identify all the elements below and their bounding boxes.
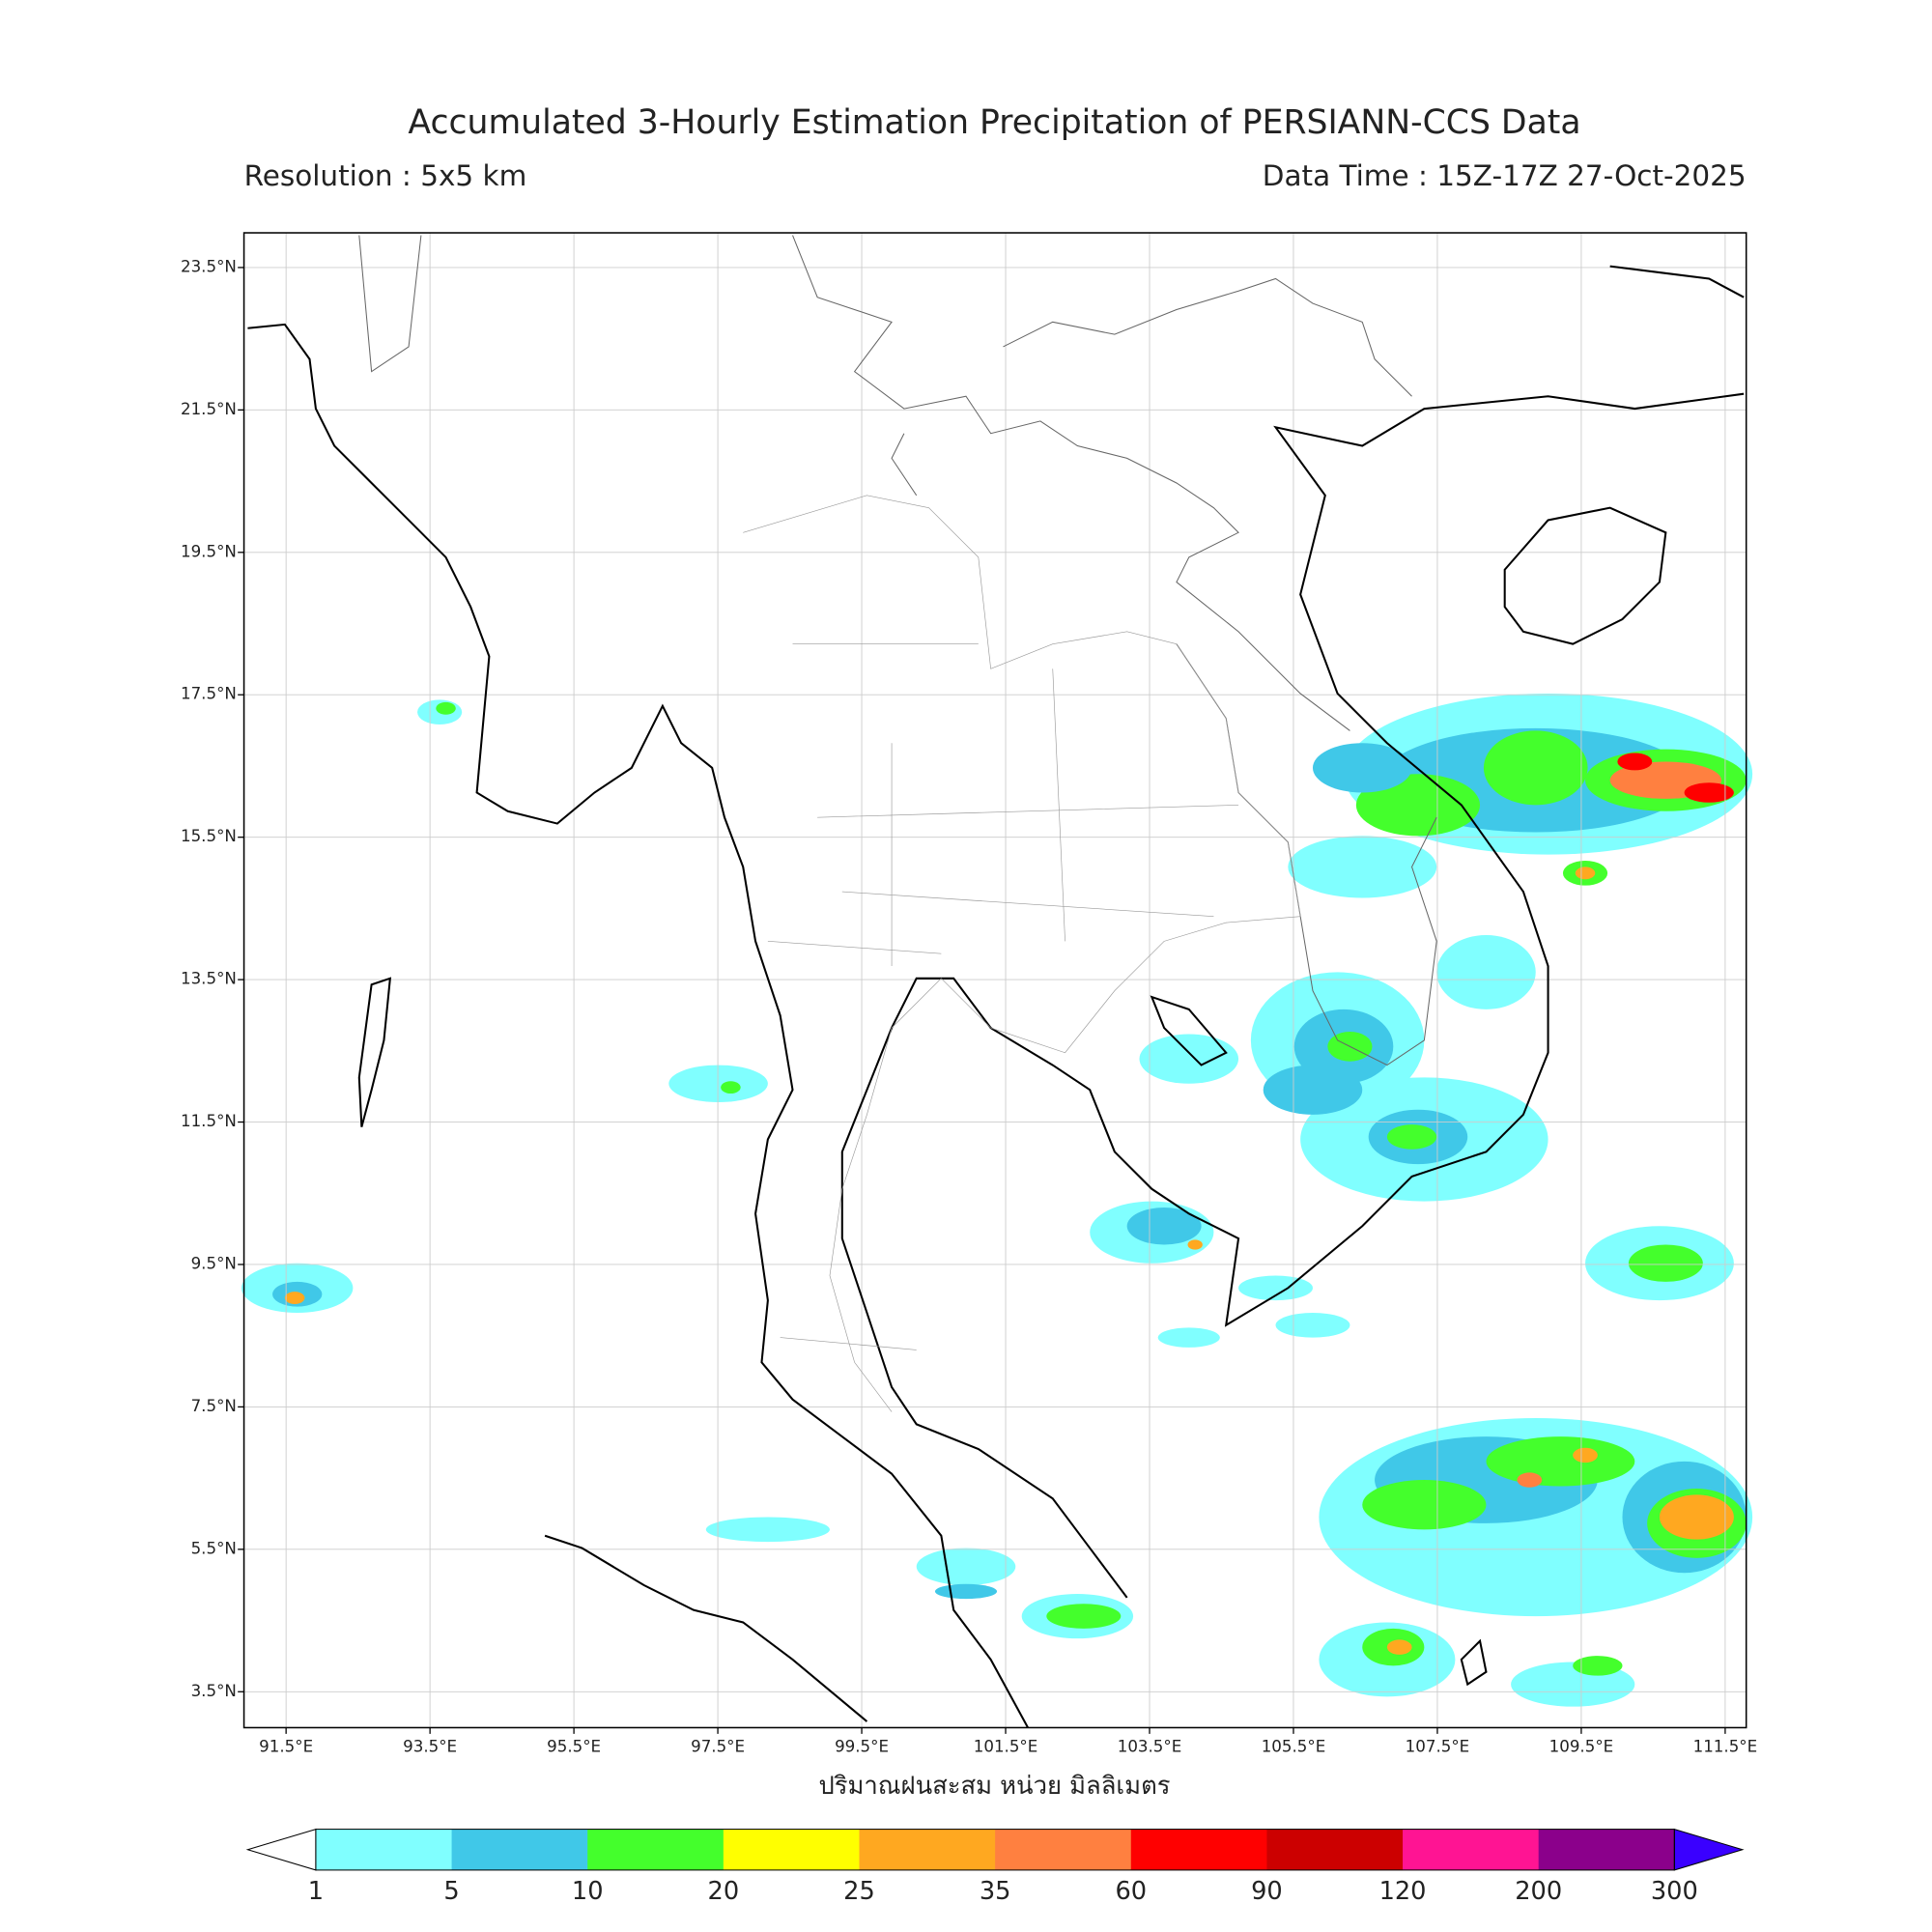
- lon-tick-label: 111.5°E: [1693, 1737, 1758, 1755]
- lon-tick-label: 95.5°E: [547, 1737, 601, 1755]
- rain-area: [668, 1065, 768, 1103]
- colorbar-label: 90: [1251, 1877, 1283, 1906]
- rain-area: [1486, 1436, 1635, 1487]
- island: [357, 977, 392, 1127]
- lat-tick-label: 5.5°N: [191, 1539, 237, 1557]
- island: [1460, 1638, 1488, 1687]
- rain-area: [1157, 1327, 1220, 1348]
- lon-tick-label: 105.5°E: [1262, 1737, 1326, 1755]
- rain-area: [436, 701, 456, 715]
- rain-area: [1362, 1480, 1487, 1530]
- rain-area: [1187, 1239, 1203, 1250]
- precipitation: [242, 693, 1753, 1707]
- grid: [238, 233, 1747, 1734]
- lon-tick-label: 103.5°E: [1118, 1737, 1182, 1755]
- colorbar-segment: [723, 1829, 861, 1870]
- map-frame: [242, 232, 1747, 1729]
- lat-tick-label: 11.5°N: [181, 1112, 237, 1130]
- colorbar-segment: [1130, 1829, 1268, 1870]
- lon-tick-label: 99.5°E: [835, 1737, 889, 1755]
- coastline: [544, 1534, 868, 1722]
- colorbar-label: 200: [1515, 1877, 1562, 1906]
- lat-tick-label: 21.5°N: [181, 400, 237, 418]
- rain-area: [1263, 1065, 1363, 1115]
- rain-area: [1046, 1604, 1122, 1629]
- rain-area: [934, 1583, 998, 1600]
- colorbar-segment: [315, 1829, 453, 1870]
- island: [1503, 506, 1667, 645]
- rain-area: [1139, 1034, 1239, 1084]
- colorbar-label: 60: [1115, 1877, 1147, 1906]
- lon-tick-label: 91.5°E: [259, 1737, 313, 1755]
- rain-area: [1628, 1244, 1703, 1282]
- data-time: Data Time : 15Z-17Z 27-Oct-2025: [1263, 159, 1747, 192]
- colorbar: 1 5 10 20 25 35 60 90 120 200 300: [245, 1828, 1745, 1906]
- colorbar-frame: [315, 1829, 1675, 1871]
- coastline: [840, 392, 1745, 1599]
- lat-tick-label: 3.5°N: [191, 1682, 237, 1700]
- rain-area: [1288, 836, 1437, 898]
- rain-area: [1617, 753, 1653, 771]
- lon-tick-label: 109.5°E: [1549, 1737, 1614, 1755]
- coastline: [1609, 265, 1745, 298]
- rain-area: [916, 1548, 1016, 1586]
- lat-tick-label: 19.5°N: [181, 542, 237, 560]
- rain-area: [1573, 1656, 1623, 1676]
- lon-tick-label: 97.5°E: [691, 1737, 745, 1755]
- rain-area: [1312, 743, 1412, 793]
- rain-area: [1483, 730, 1588, 806]
- colorbar-segment: [1538, 1829, 1675, 1870]
- lat-tick-label: 7.5°N: [191, 1397, 237, 1415]
- colorbar-label: 10: [572, 1877, 604, 1906]
- rain-area: [1275, 1312, 1350, 1338]
- rain-area: [1575, 867, 1596, 880]
- colorbar-label: 20: [708, 1877, 740, 1906]
- thailand-provinces: [743, 495, 1301, 1412]
- colorbar-segment: [1403, 1829, 1540, 1870]
- country-border: [358, 235, 1437, 1066]
- rain-area: [1355, 774, 1481, 837]
- colorbar-segment: [1266, 1829, 1404, 1870]
- lat-tick-label: 15.5°N: [181, 827, 237, 845]
- rain-area: [721, 1081, 741, 1094]
- colorbar-segment: [451, 1829, 588, 1870]
- rain-area: [1436, 934, 1536, 1009]
- rain-area: [1517, 1472, 1543, 1488]
- lon-tick-label: 93.5°E: [403, 1737, 457, 1755]
- colorbar-label: 25: [843, 1877, 875, 1906]
- lat-tick-label: 17.5°N: [181, 685, 237, 703]
- land-outlines: [247, 235, 1745, 1728]
- colorbar-label: 1: [308, 1877, 324, 1906]
- rain-area: [1386, 1639, 1412, 1655]
- colorbar-segment: [859, 1829, 996, 1870]
- resolution: Resolution : 5x5 km: [244, 159, 527, 192]
- island: [1150, 995, 1228, 1066]
- lon-tick-label: 101.5°E: [974, 1737, 1038, 1755]
- rain-area: [705, 1517, 830, 1543]
- rain-area: [1238, 1275, 1313, 1301]
- x-axis-label: ปริมาณฝนสะสม หน่วย มิลลิเมตร: [818, 1772, 1170, 1801]
- colorbar-segment: [995, 1829, 1132, 1870]
- rain-area: [1573, 1447, 1598, 1463]
- lat-tick-label: 23.5°N: [181, 257, 237, 275]
- title: Accumulated 3-Hourly Estimation Precipit…: [408, 103, 1580, 142]
- lon-tick-label: 107.5°E: [1406, 1737, 1470, 1755]
- colorbar-label: 35: [980, 1877, 1011, 1906]
- rain-area: [1126, 1208, 1202, 1245]
- tick-labels: 91.5°E 93.5°E 95.5°E 97.5°E 99.5°E 101.5°E 103…: [181, 257, 1757, 1755]
- colorbar-label: 5: [443, 1877, 459, 1906]
- rain-area: [1684, 782, 1734, 803]
- lat-tick-label: 13.5°N: [181, 970, 237, 988]
- colorbar-segment: [587, 1829, 724, 1870]
- colorbar-label: 300: [1651, 1877, 1698, 1906]
- colorbar-label: 120: [1379, 1877, 1427, 1906]
- rain-area: [284, 1292, 305, 1304]
- rain-area: [1659, 1494, 1734, 1540]
- coastline: [247, 323, 1030, 1728]
- lat-tick-label: 9.5°N: [191, 1254, 237, 1272]
- rain-area: [1386, 1124, 1437, 1150]
